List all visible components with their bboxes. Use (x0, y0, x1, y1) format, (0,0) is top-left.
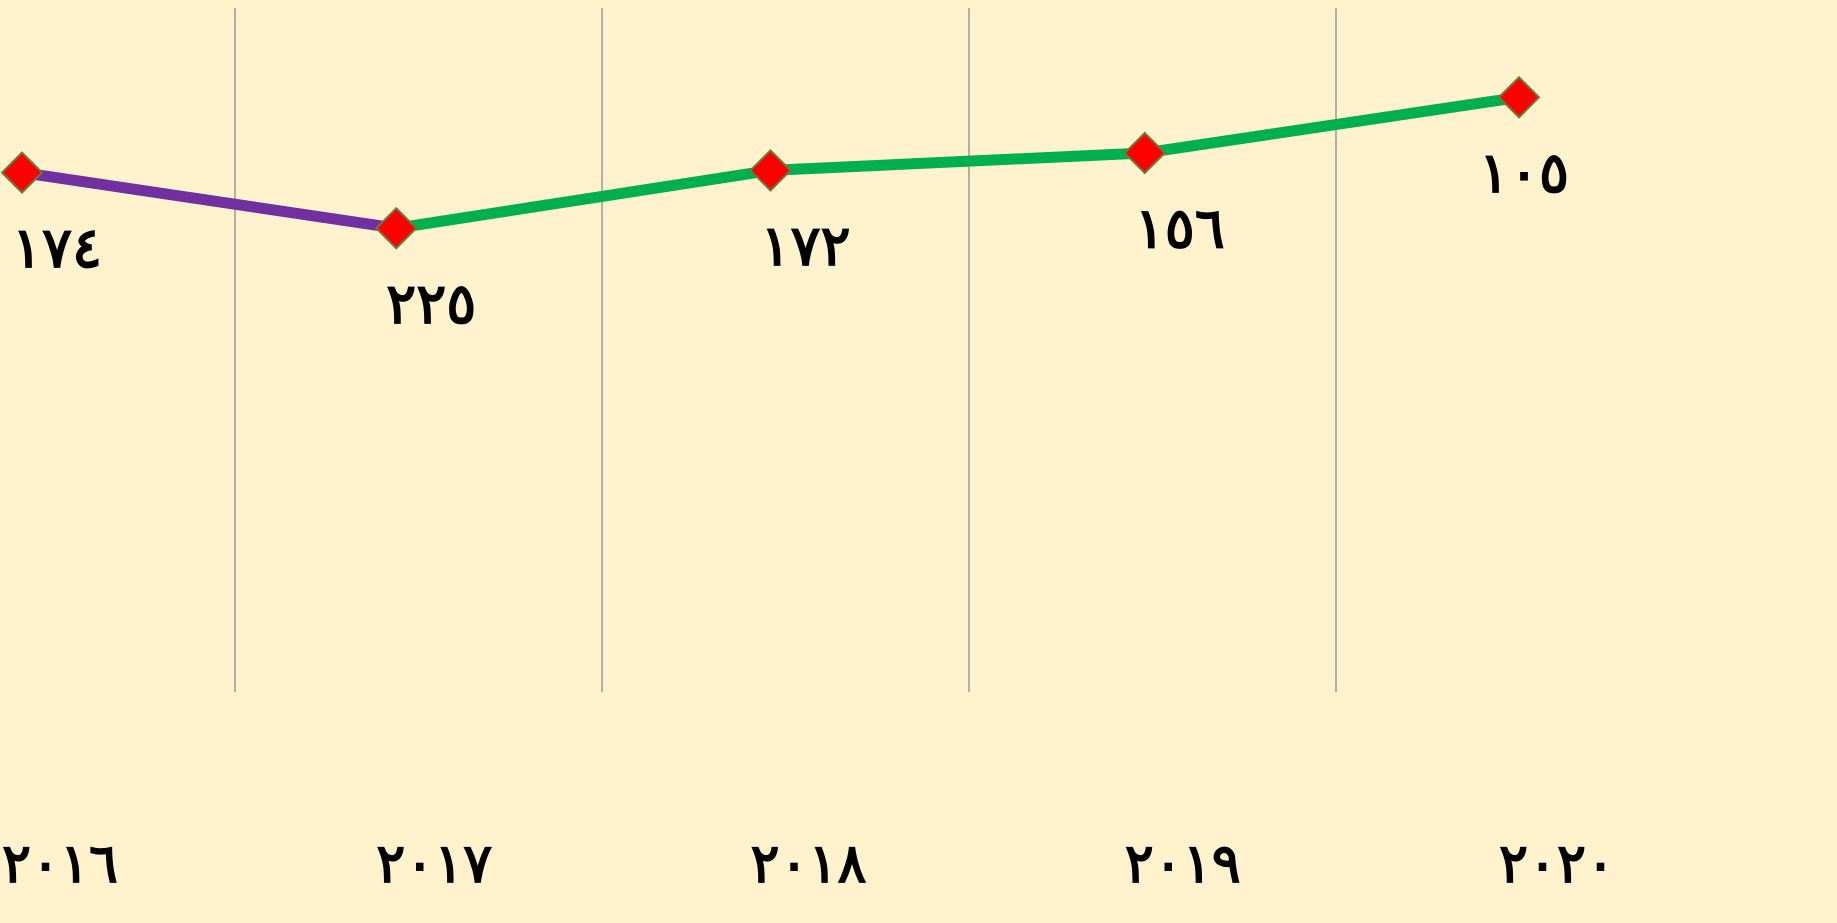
data-label: ١٧٤ (12, 215, 102, 281)
data-label: ٢٢٥ (386, 271, 476, 337)
line-segment (1143, 91, 1520, 159)
x-tick-label: ٢٠١٧ (376, 831, 492, 895)
marker (749, 148, 792, 192)
x-tick-label: ٢٠١٦ (2, 831, 118, 895)
marker (374, 206, 418, 250)
marker (1497, 75, 1541, 119)
x-tick-label: ٢٠٢٠ (1499, 831, 1615, 895)
data-label: ١٧٢ (760, 213, 850, 279)
data-label: ١٠٥ (1479, 140, 1569, 206)
x-tick-label: ٢٠١٩ (1125, 831, 1241, 895)
marker (1123, 131, 1167, 175)
data-label: ١٥٦ (1135, 196, 1225, 262)
line-segment (770, 147, 1146, 176)
marker (0, 151, 44, 195)
x-tick-label: ٢٠١٨ (750, 831, 866, 895)
line-segment (21, 167, 398, 234)
line-segment (395, 164, 772, 234)
